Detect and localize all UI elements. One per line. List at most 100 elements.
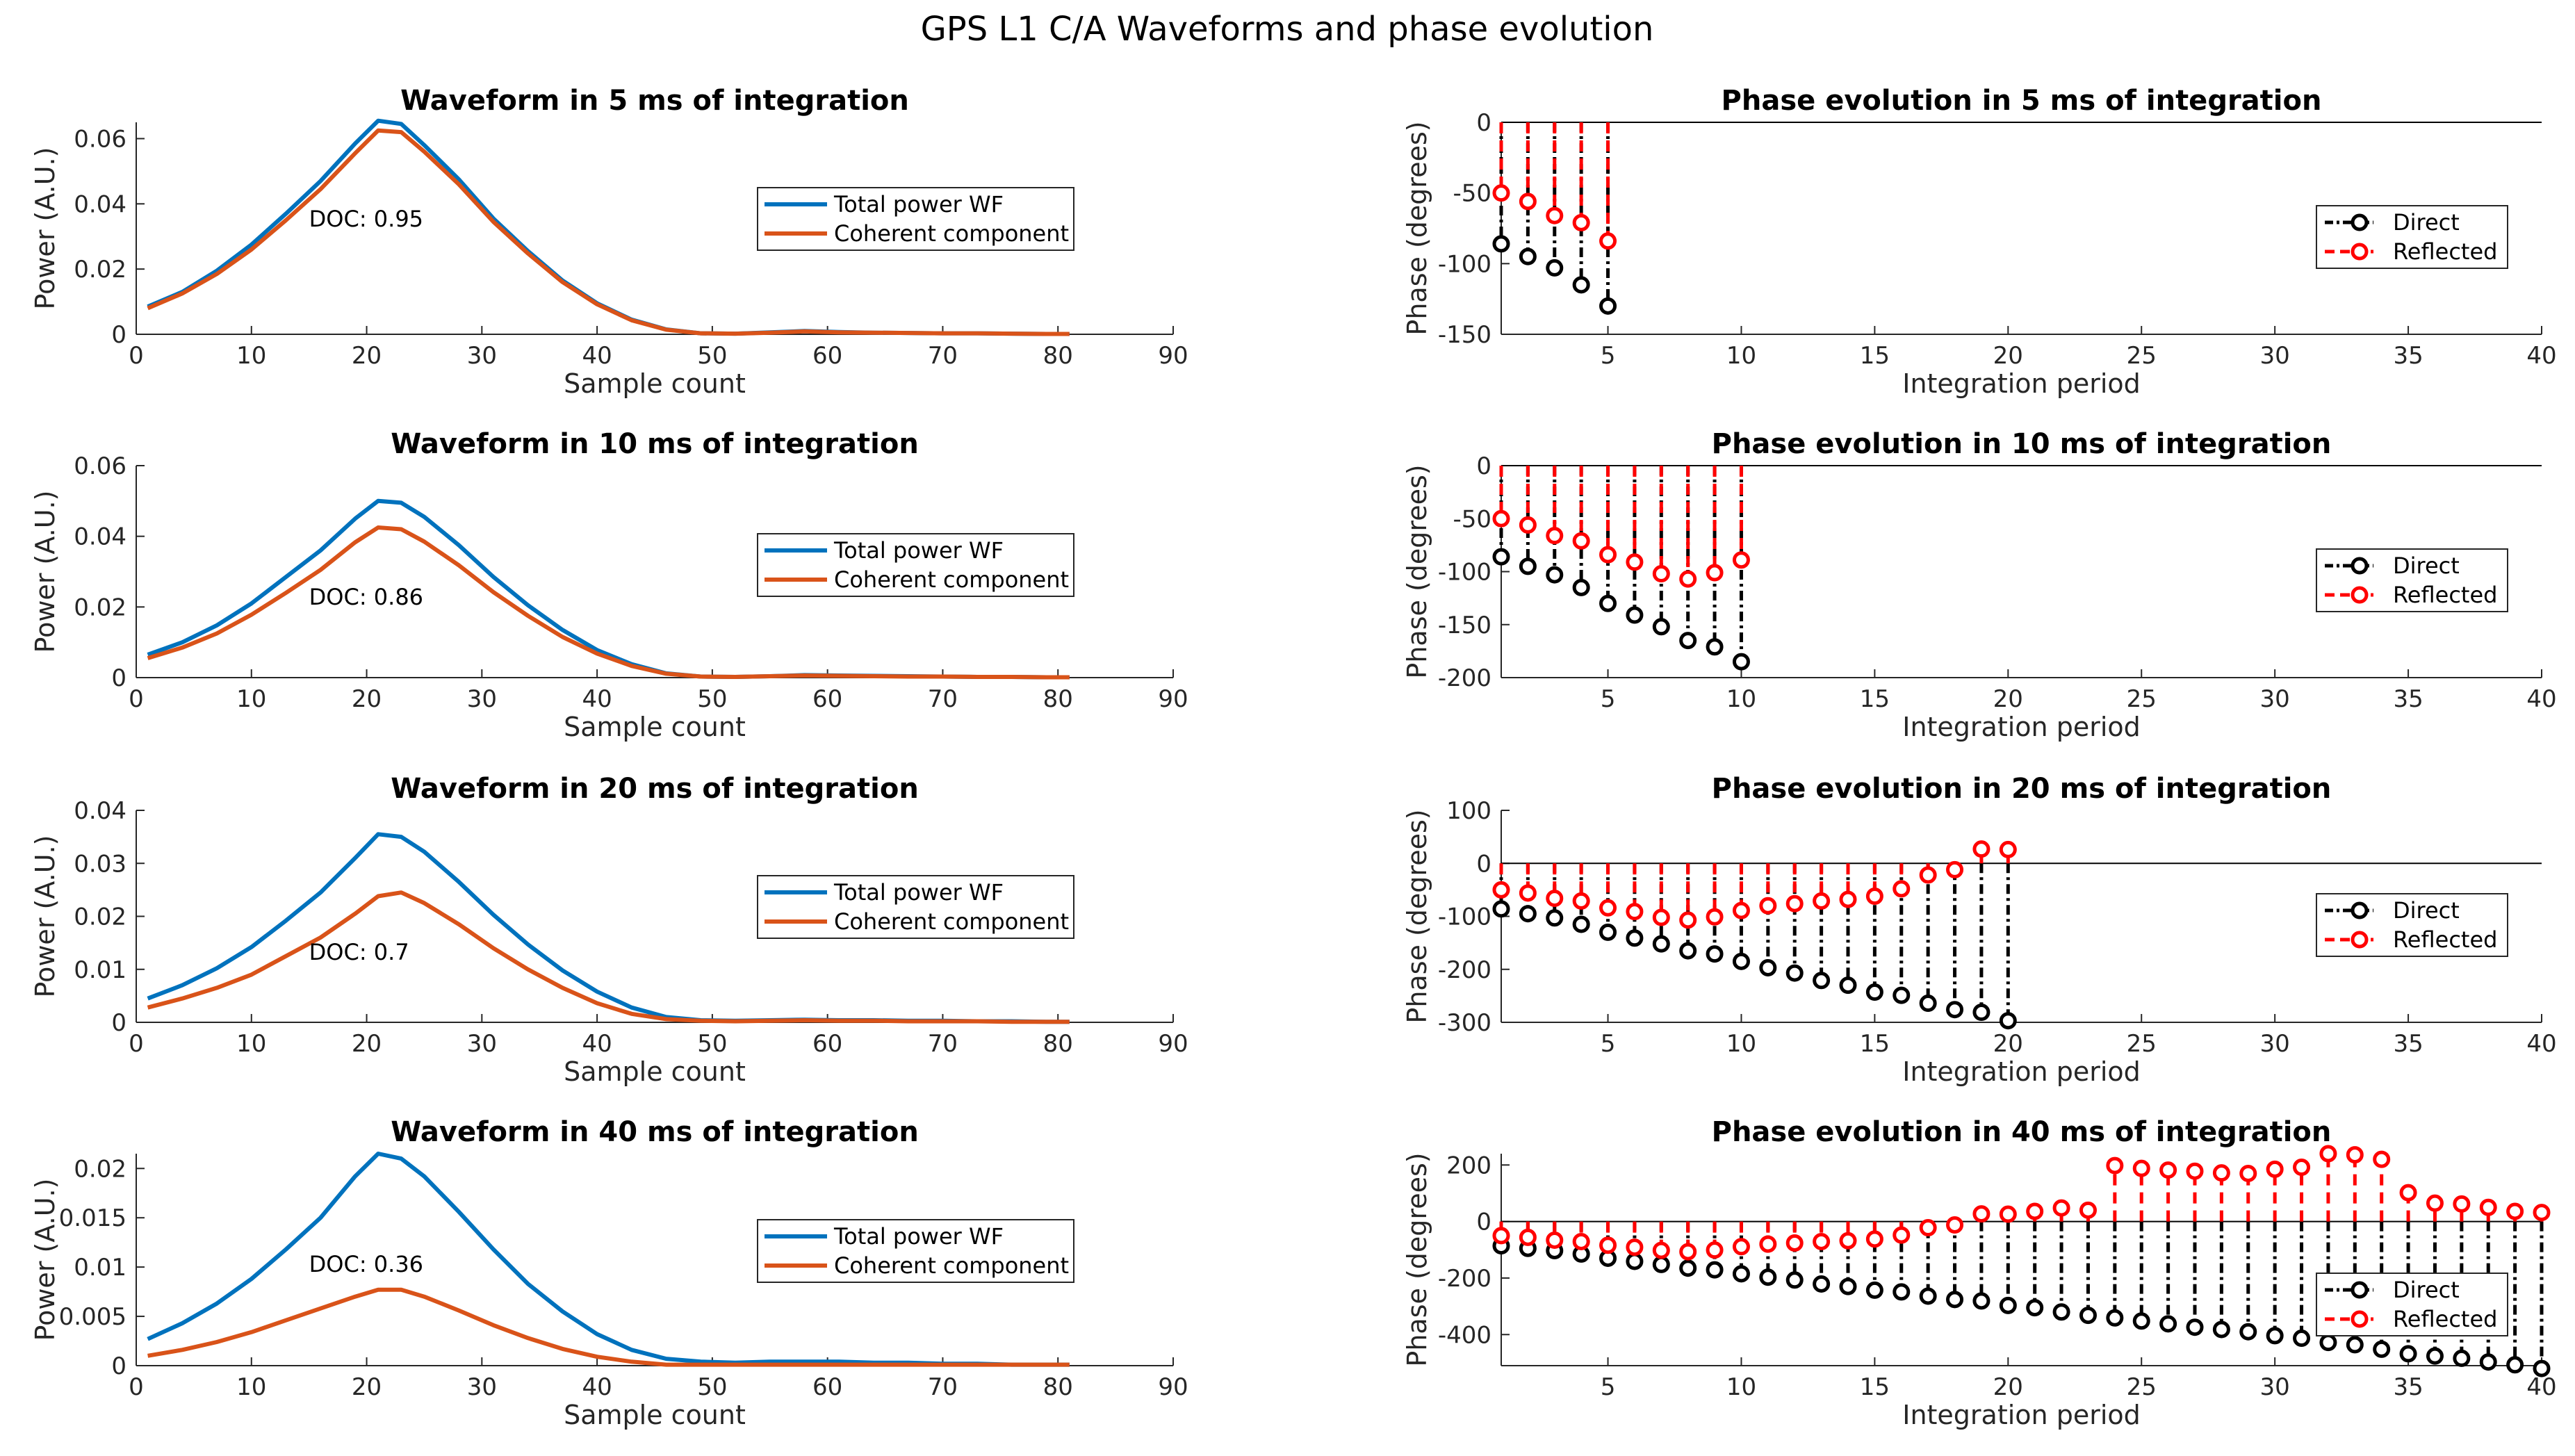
reflected-marker bbox=[2132, 1159, 2150, 1177]
reflected-marker bbox=[1785, 894, 1804, 913]
reflected-marker bbox=[1652, 908, 1670, 926]
x-axis-label: Sample count bbox=[564, 1056, 746, 1087]
reflected-marker bbox=[2052, 1199, 2070, 1217]
y-tick-label: -50 bbox=[1453, 180, 1491, 208]
y-tick-label: 0.02 bbox=[74, 594, 126, 621]
y-tick-label: -400 bbox=[1438, 1321, 1491, 1349]
direct-marker bbox=[2106, 1309, 2124, 1327]
reflected-marker bbox=[2319, 1145, 2337, 1163]
x-tick-label: 10 bbox=[1726, 342, 1756, 370]
direct-marker bbox=[1785, 1271, 1804, 1289]
legend-box bbox=[2316, 205, 2508, 269]
y-tick-label: -200 bbox=[1438, 956, 1491, 984]
direct-marker bbox=[2479, 1353, 2497, 1371]
reflected-marker bbox=[1732, 1238, 1750, 1256]
direct-marker bbox=[1759, 1268, 1777, 1286]
y-tick-label: -200 bbox=[1438, 1265, 1491, 1293]
direct-marker bbox=[1492, 900, 1510, 918]
y-axis-label: Power (A.U.) bbox=[30, 491, 60, 653]
direct-marker bbox=[2533, 1359, 2551, 1377]
y-tick-label: 0.015 bbox=[59, 1204, 126, 1232]
reflected-marker bbox=[1999, 840, 2017, 858]
x-axis-label: Integration period bbox=[1902, 368, 2141, 399]
reflected-marker bbox=[1599, 899, 1617, 917]
x-tick-label: 10 bbox=[1726, 1030, 1756, 1058]
legend-label: Total power WF bbox=[833, 537, 1004, 564]
reflected-marker bbox=[1599, 1236, 1617, 1254]
legend-label: Reflected bbox=[2393, 926, 2497, 953]
reflected-marker bbox=[1893, 1226, 1911, 1244]
x-tick-label: 10 bbox=[236, 685, 266, 713]
y-tick-label: 0.01 bbox=[74, 1254, 126, 1282]
x-tick-label: 15 bbox=[1860, 342, 1890, 370]
direct-marker bbox=[1572, 578, 1590, 596]
reflected-marker bbox=[1546, 527, 1564, 545]
subplot-1: Waveform in 5 ms of integration 0 10 20 30 40… bbox=[30, 85, 1188, 399]
direct-marker bbox=[1546, 566, 1564, 584]
y-axis-label: Phase (degrees) bbox=[1402, 809, 1432, 1023]
legend-label: Reflected bbox=[2393, 582, 2497, 608]
y-tick-label: 0.06 bbox=[74, 452, 126, 480]
reflected-marker bbox=[2533, 1204, 2551, 1222]
x-tick-label: 80 bbox=[1043, 685, 1073, 713]
reflected-marker bbox=[1706, 1241, 1724, 1259]
reflected-marker bbox=[1519, 516, 1537, 534]
reflected-marker bbox=[1865, 887, 1883, 906]
x-tick-label: 10 bbox=[1726, 1373, 1756, 1401]
x-tick-label: 70 bbox=[928, 342, 958, 370]
reflected-marker bbox=[1492, 1227, 1510, 1245]
x-axis-label: Integration period bbox=[1902, 1400, 2141, 1430]
x-axis-label: Integration period bbox=[1902, 1056, 2141, 1087]
reflected-marker bbox=[1732, 551, 1750, 569]
reflected-marker bbox=[2373, 1150, 2391, 1168]
x-tick-label: 60 bbox=[812, 1030, 842, 1058]
x-tick-label: 40 bbox=[582, 1030, 612, 1058]
direct-marker bbox=[1865, 983, 1883, 1001]
reflected-marker bbox=[1813, 1232, 1831, 1250]
subplot-5: Phase evolution in 5 ms of integration 5 1… bbox=[1402, 85, 2557, 399]
x-tick-label: 10 bbox=[1726, 685, 1756, 713]
x-tick-label: 50 bbox=[697, 685, 727, 713]
direct-marker bbox=[1732, 952, 1750, 970]
x-tick-label: 40 bbox=[2526, 1030, 2556, 1058]
x-tick-label: 70 bbox=[928, 1373, 958, 1401]
reflected-marker bbox=[1679, 1243, 1697, 1261]
doc-annotation: DOC: 0.95 bbox=[309, 206, 423, 232]
y-tick-label: 0.03 bbox=[74, 850, 126, 878]
direct-marker bbox=[2319, 1334, 2337, 1352]
legend-direct-marker bbox=[2351, 557, 2369, 575]
direct-marker bbox=[1813, 1275, 1831, 1293]
subplot-title: Phase evolution in 20 ms of integration bbox=[1712, 773, 2332, 805]
coherent-component-line bbox=[147, 1287, 1070, 1367]
legend-box bbox=[757, 533, 1074, 597]
reflected-marker bbox=[1572, 213, 1590, 231]
subplot-title: Waveform in 10 ms of integration bbox=[391, 428, 919, 460]
reflected-marker bbox=[2266, 1160, 2284, 1178]
direct-marker bbox=[2266, 1327, 2284, 1345]
x-tick-label: 40 bbox=[582, 1373, 612, 1401]
direct-marker bbox=[1785, 964, 1804, 982]
y-tick-label: 0 bbox=[111, 321, 126, 349]
y-tick-label: 200 bbox=[1446, 1152, 1491, 1179]
coherent-component-line bbox=[147, 128, 1070, 336]
legend-box bbox=[2316, 1273, 2508, 1336]
subplot-4: Waveform in 40 ms of integration 0 10 20 30 4… bbox=[30, 1116, 1188, 1430]
x-tick-label: 5 bbox=[1601, 685, 1616, 713]
reflected-marker bbox=[1919, 1219, 1937, 1237]
direct-marker bbox=[2506, 1356, 2524, 1374]
direct-marker bbox=[1839, 976, 1857, 995]
legend-label: Coherent component bbox=[834, 1252, 1069, 1279]
direct-marker bbox=[1839, 1277, 1857, 1295]
x-tick-label: 25 bbox=[2127, 685, 2157, 713]
legend-direct-marker bbox=[2351, 901, 2369, 919]
legend-label: Coherent component bbox=[834, 220, 1069, 247]
direct-marker bbox=[2159, 1315, 2177, 1333]
direct-marker bbox=[2346, 1336, 2364, 1354]
y-tick-label: 0.04 bbox=[74, 190, 126, 218]
subplot-7: Phase evolution in 20 ms of integration 5… bbox=[1402, 773, 2557, 1087]
reflected-marker bbox=[1652, 565, 1670, 583]
direct-marker bbox=[1572, 276, 1590, 294]
